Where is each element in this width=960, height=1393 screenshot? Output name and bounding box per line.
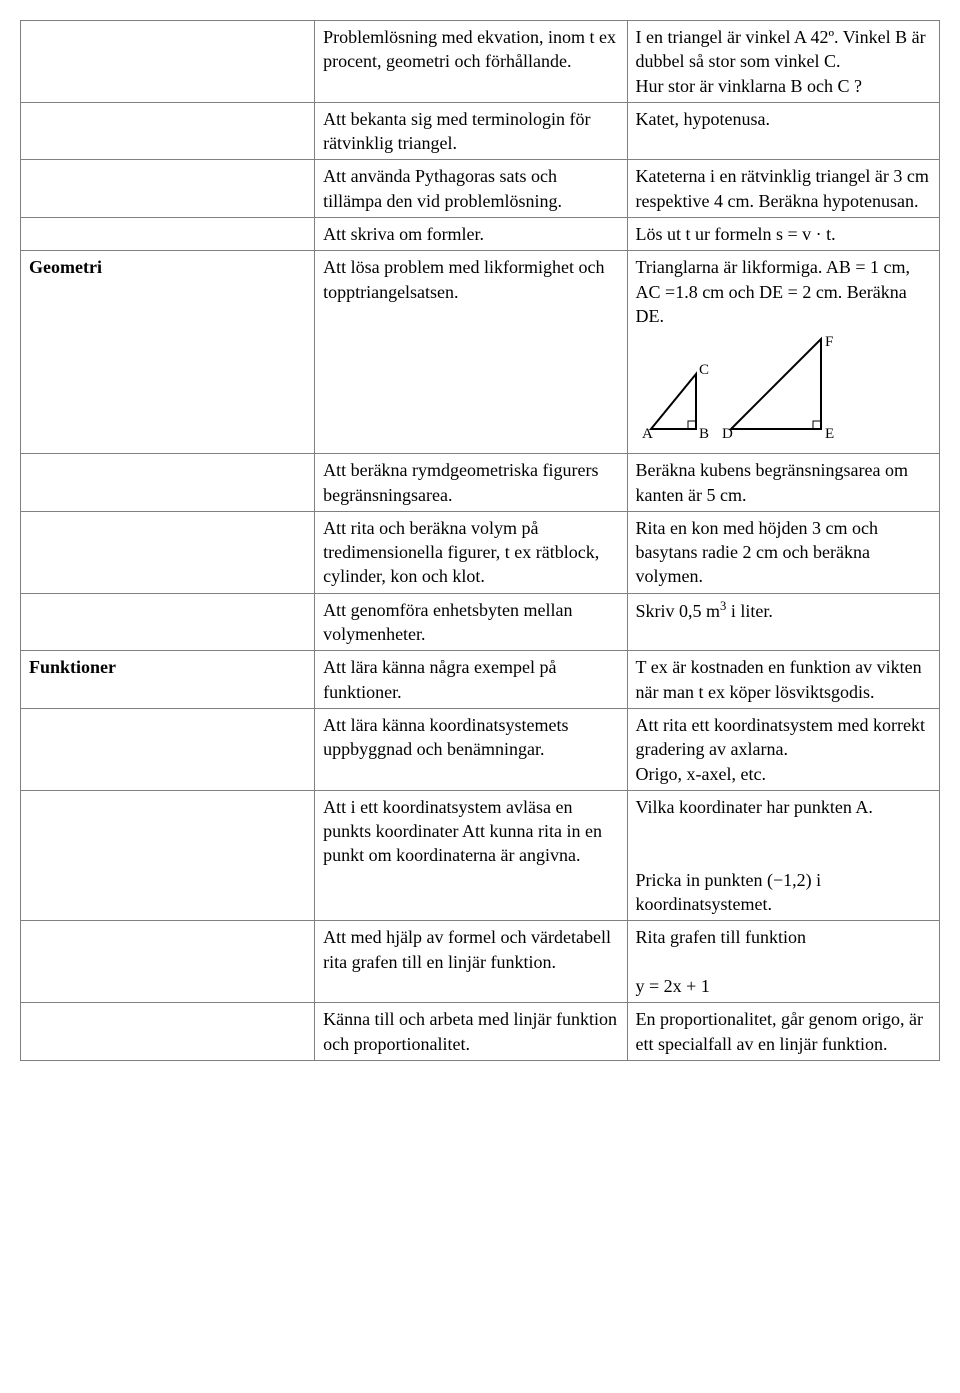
table-row: Att skriva om formler. Lös ut t ur forme… <box>21 218 940 251</box>
topic-cell <box>21 160 315 218</box>
table-row: Att använda Pythagoras sats och tillämpa… <box>21 160 940 218</box>
example-cell: Lös ut t ur formeln s = v · t. <box>627 218 939 251</box>
example-cell: Beräkna kubens begränsningsarea om kante… <box>627 454 939 512</box>
example-cell: Att rita ett koordinatsystem med korrekt… <box>627 708 939 790</box>
formula-text: y = 2x + 1 <box>636 976 710 996</box>
topic-cell <box>21 218 315 251</box>
table-row: Att med hjälp av formel och värdetabell … <box>21 921 940 1003</box>
example-cell: Trianglarna är likformiga. AB = 1 cm, AC… <box>627 251 939 454</box>
topic-cell <box>21 1003 315 1061</box>
goal-cell: Att rita och beräkna volym på tredimensi… <box>315 511 627 593</box>
example-text-suffix: i liter. <box>726 601 773 621</box>
table-row: Att bekanta sig med terminologin för rät… <box>21 102 940 160</box>
table-row: Problemlösning med ekvation, inom t ex p… <box>21 21 940 103</box>
similar-triangles-diagram: A B C D E F <box>636 334 846 449</box>
topic-cell <box>21 21 315 103</box>
table-row: Att i ett koordinatsystem avläsa en punk… <box>21 790 940 920</box>
example-cell: Rita grafen till funktion y = 2x + 1 <box>627 921 939 1003</box>
table-row: Att genomföra enhetsbyten mellan volymen… <box>21 593 940 651</box>
example-cell: Skriv 0,5 m3 i liter. <box>627 593 939 651</box>
goal-cell: Att lära känna några exempel på funktion… <box>315 651 627 709</box>
example-cell: Kateterna i en rätvinklig triangel är 3 … <box>627 160 939 218</box>
example-cell: T ex är kostnaden en funktion av vikten … <box>627 651 939 709</box>
goal-cell: Att med hjälp av formel och värdetabell … <box>315 921 627 1003</box>
example-text: Trianglarna är likformiga. AB = 1 cm, AC… <box>636 257 910 326</box>
topic-cell <box>21 708 315 790</box>
example-cell: Katet, hypotenusa. <box>627 102 939 160</box>
table-row: Att beräkna rymdgeometriska figurers beg… <box>21 454 940 512</box>
table-body: Problemlösning med ekvation, inom t ex p… <box>21 21 940 1061</box>
topic-cell: Funktioner <box>21 651 315 709</box>
topic-cell <box>21 790 315 920</box>
table-row: Att rita och beräkna volym på tredimensi… <box>21 511 940 593</box>
vertex-label-a: A <box>642 426 653 442</box>
example-cell: En proportionalitet, går genom origo, är… <box>627 1003 939 1061</box>
topic-cell <box>21 921 315 1003</box>
topic-cell: Geometri <box>21 251 315 454</box>
example-text: Rita grafen till funktion <box>636 927 806 947</box>
goal-cell: Att använda Pythagoras sats och tillämpa… <box>315 160 627 218</box>
example-text: Lös ut t ur formeln <box>636 224 776 244</box>
example-cell: Vilka koordinater har punkten A.Pricka i… <box>627 790 939 920</box>
goal-cell: Problemlösning med ekvation, inom t ex p… <box>315 21 627 103</box>
example-text: Skriv 0,5 m <box>636 601 721 621</box>
goal-cell: Att skriva om formler. <box>315 218 627 251</box>
vertex-label-f: F <box>825 334 833 350</box>
topic-cell <box>21 102 315 160</box>
right-angle-mark <box>688 421 696 429</box>
vertex-label-c: C <box>699 362 709 378</box>
vertex-label-b: B <box>699 426 709 442</box>
goal-cell: Att i ett koordinatsystem avläsa en punk… <box>315 790 627 920</box>
example-cell: Rita en kon med höjden 3 cm och basytans… <box>627 511 939 593</box>
goal-cell: Att lösa problem med likformighet och to… <box>315 251 627 454</box>
formula-text: s = v · t <box>776 224 831 244</box>
topic-cell <box>21 593 315 651</box>
example-cell: I en triangel är vinkel A 42º. Vinkel B … <box>627 21 939 103</box>
example-text-suffix: . <box>831 224 836 244</box>
goal-cell: Att lära känna koordinatsystemets uppbyg… <box>315 708 627 790</box>
goal-cell: Att genomföra enhetsbyten mellan volymen… <box>315 593 627 651</box>
right-angle-mark <box>813 421 821 429</box>
curriculum-table: Problemlösning med ekvation, inom t ex p… <box>20 20 940 1061</box>
goal-cell: Att bekanta sig med terminologin för rät… <box>315 102 627 160</box>
triangle-def <box>731 339 821 429</box>
table-row: Att lära känna koordinatsystemets uppbyg… <box>21 708 940 790</box>
table-row: Känna till och arbeta med linjär funktio… <box>21 1003 940 1061</box>
goal-cell: Känna till och arbeta med linjär funktio… <box>315 1003 627 1061</box>
topic-cell <box>21 511 315 593</box>
table-row: Geometri Att lösa problem med likformigh… <box>21 251 940 454</box>
vertex-label-d: D <box>722 426 733 442</box>
topic-cell <box>21 454 315 512</box>
vertex-label-e: E <box>825 426 834 442</box>
table-row: Funktioner Att lära känna några exempel … <box>21 651 940 709</box>
goal-cell: Att beräkna rymdgeometriska figurers beg… <box>315 454 627 512</box>
